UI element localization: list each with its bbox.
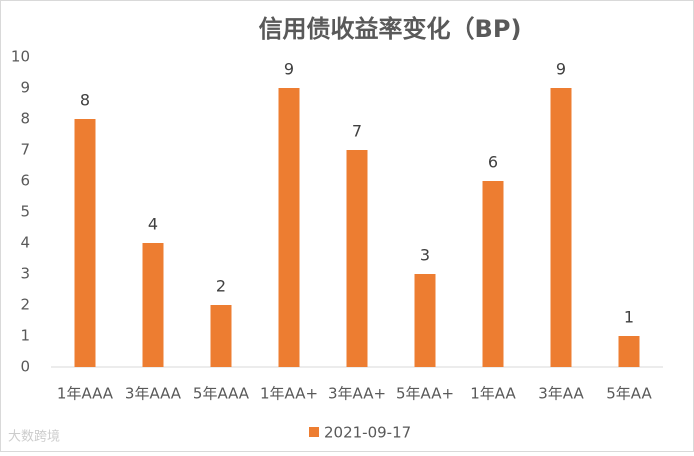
bar	[346, 150, 368, 367]
bar	[210, 305, 232, 367]
bar	[414, 274, 436, 367]
data-label: 4	[148, 215, 158, 234]
data-label: 7	[352, 122, 362, 141]
x-tick-label: 5年AAA	[193, 385, 250, 403]
x-tick-label: 3年AA	[538, 385, 584, 403]
data-label: 1	[624, 308, 634, 327]
data-label: 8	[80, 91, 90, 110]
x-tick-label: 3年AAA	[125, 385, 182, 403]
legend-swatch	[309, 427, 319, 437]
x-tick-label: 1年AA	[470, 385, 516, 403]
y-tick-label: 2	[20, 296, 30, 314]
data-label: 9	[556, 60, 566, 79]
y-tick-label: 5	[20, 203, 30, 221]
watermark: 大数跨境	[8, 430, 60, 445]
bar	[482, 181, 504, 367]
x-tick-label: 5年AA+	[396, 385, 454, 403]
y-tick-label: 0	[20, 358, 30, 376]
data-label: 9	[284, 60, 294, 79]
bar	[74, 119, 96, 367]
y-tick-label: 7	[20, 141, 30, 159]
x-tick-label: 3年AA+	[328, 385, 386, 403]
bar	[278, 88, 300, 367]
y-tick-label: 1	[20, 327, 30, 345]
x-tick-label: 1年AAA	[57, 385, 114, 403]
y-tick-label: 8	[20, 110, 30, 128]
y-tick-label: 4	[20, 234, 30, 252]
bar	[618, 336, 640, 367]
x-tick-label: 5年AA	[606, 385, 652, 403]
chart-title: 信用债收益率变化（BP)	[259, 15, 522, 43]
bar	[550, 88, 572, 367]
x-tick-label: 1年AA+	[260, 385, 318, 403]
y-tick-label: 3	[20, 265, 30, 283]
y-tick-label: 10	[11, 48, 30, 66]
legend-label: 2021-09-17	[324, 424, 411, 442]
y-tick-label: 9	[20, 79, 30, 97]
data-label: 2	[216, 277, 226, 296]
bar	[142, 243, 164, 367]
data-label: 3	[420, 246, 430, 265]
y-tick-label: 6	[20, 172, 30, 190]
data-label: 6	[488, 153, 498, 172]
